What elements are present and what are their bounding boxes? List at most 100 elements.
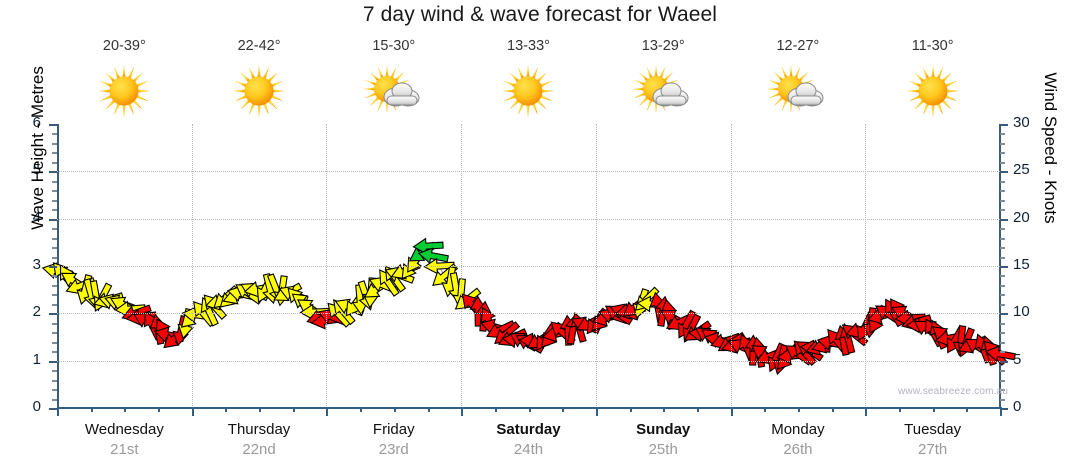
y-tick-minor-right bbox=[1000, 389, 1005, 392]
x-tick-minor bbox=[932, 407, 935, 412]
x-tick-minor bbox=[629, 407, 632, 412]
y-tick-label-right: 10 bbox=[1013, 303, 1030, 321]
y-tick-minor-left bbox=[52, 303, 57, 306]
y-tick-minor-right bbox=[1000, 332, 1005, 335]
y-tick-minor-left bbox=[52, 379, 57, 382]
sun-cloud-icon bbox=[632, 62, 694, 120]
y-tick-left bbox=[49, 266, 57, 268]
wind-arrow bbox=[417, 245, 450, 266]
x-tick-major bbox=[326, 407, 329, 416]
day-label-wednesday: Wednesday 21st bbox=[57, 420, 192, 460]
y-tick-right bbox=[1000, 124, 1008, 126]
wind-arrow bbox=[984, 343, 1016, 364]
y-tick-minor-left bbox=[52, 256, 57, 259]
day-date: 25th bbox=[648, 441, 678, 458]
y-tick-label-left: 5 bbox=[32, 161, 41, 179]
y-tick-minor-right bbox=[1000, 303, 1005, 306]
day-name: Friday bbox=[372, 421, 415, 438]
y-tick-label-right: 0 bbox=[1013, 398, 1022, 415]
day-header-thursday: 22-42° bbox=[192, 38, 327, 120]
x-tick-minor bbox=[696, 407, 699, 412]
day-header-saturday: 13-33° bbox=[461, 38, 596, 120]
y-tick-minor-right bbox=[1000, 228, 1005, 231]
x-tick-minor bbox=[124, 407, 127, 412]
y-tick-label-right: 15 bbox=[1013, 256, 1030, 273]
x-tick-major bbox=[1000, 407, 1002, 416]
day-date: 21st bbox=[110, 441, 139, 458]
x-tick-major bbox=[57, 407, 59, 416]
sun-icon bbox=[497, 62, 559, 120]
x-tick-minor bbox=[797, 407, 800, 412]
x-tick-minor bbox=[225, 407, 228, 412]
x-tick-minor bbox=[966, 407, 969, 412]
temperature-range: 22-42° bbox=[237, 38, 281, 54]
x-tick-minor bbox=[259, 407, 262, 412]
y-tick-left bbox=[49, 408, 57, 410]
temperature-range: 20-39° bbox=[102, 38, 146, 54]
day-label-tuesday: Tuesday 27th bbox=[865, 420, 1000, 460]
day-label-saturday: Saturday 24th bbox=[461, 420, 596, 460]
y-tick-minor-left bbox=[52, 190, 57, 193]
y-tick-label-left: 4 bbox=[32, 208, 41, 226]
y-tick-minor-right bbox=[1000, 152, 1005, 155]
y-tick-minor-left bbox=[52, 275, 57, 278]
y-tick-label-left: 2 bbox=[32, 303, 41, 321]
y-tick-minor-right bbox=[1000, 275, 1005, 278]
y-tick-right bbox=[1000, 266, 1008, 268]
y-tick-minor-left bbox=[52, 322, 57, 325]
y-tick-label-left: 6 bbox=[32, 114, 41, 131]
x-tick-minor bbox=[393, 407, 396, 412]
y-axis-right-title: Wind Speed - Knots bbox=[1041, 72, 1060, 224]
day-date: 24th bbox=[513, 441, 544, 458]
day-label-sunday: Sunday 25th bbox=[596, 420, 731, 460]
temperature-range: 13-29° bbox=[641, 38, 685, 54]
y-tick-minor-right bbox=[1000, 209, 1005, 212]
y-tick-minor-left bbox=[52, 398, 57, 401]
y-tick-right bbox=[1000, 408, 1008, 410]
day-name: Monday bbox=[771, 421, 825, 438]
x-tick-major bbox=[730, 407, 733, 416]
x-tick-minor bbox=[764, 407, 767, 412]
y-tick-minor-right bbox=[1000, 247, 1005, 250]
x-tick-minor bbox=[663, 407, 666, 412]
y-tick-right bbox=[1000, 171, 1008, 174]
y-tick-left bbox=[49, 124, 57, 126]
y-tick-minor-left bbox=[52, 341, 57, 344]
gridline-day-separator bbox=[191, 124, 193, 408]
y-tick-minor-right bbox=[1000, 190, 1005, 193]
y-tick-minor-right bbox=[1000, 351, 1005, 354]
temperature-range: 12-27° bbox=[776, 38, 820, 54]
gridline-horizontal bbox=[57, 171, 1000, 173]
watermark: www.seabreeze.com.au bbox=[898, 386, 1009, 397]
temperature-range: 11-30° bbox=[911, 38, 954, 54]
y-tick-minor-left bbox=[52, 389, 57, 392]
y-tick-minor-right bbox=[1000, 199, 1005, 202]
y-tick-minor-right bbox=[1000, 341, 1005, 344]
y-tick-minor-left bbox=[52, 161, 57, 164]
y-tick-label-left: 1 bbox=[32, 350, 41, 368]
x-tick-minor bbox=[562, 407, 565, 412]
day-date: 23rd bbox=[378, 441, 409, 458]
x-tick-minor bbox=[831, 407, 834, 412]
y-tick-minor-right bbox=[1000, 133, 1005, 136]
gridline-day-separator bbox=[865, 124, 867, 408]
y-tick-minor-right bbox=[1000, 370, 1005, 373]
y-tick-minor-left bbox=[52, 152, 57, 155]
gridline-horizontal bbox=[57, 266, 1000, 267]
day-date: 22nd bbox=[242, 441, 276, 458]
day-date: 27th bbox=[918, 441, 948, 458]
sun-cloud-icon bbox=[766, 62, 829, 120]
y-tick-minor-left bbox=[52, 199, 57, 202]
y-tick-label-right: 25 bbox=[1013, 161, 1030, 179]
day-name: Tuesday bbox=[904, 421, 962, 438]
x-tick-minor bbox=[158, 407, 160, 412]
y-tick-left bbox=[49, 313, 57, 316]
y-tick-right bbox=[1000, 360, 1008, 363]
y-tick-minor-right bbox=[1000, 294, 1005, 297]
day-label-thursday: Thursday 22nd bbox=[192, 420, 327, 460]
day-label-friday: Friday 23rd bbox=[326, 420, 461, 460]
gridline-day-separator bbox=[461, 124, 463, 408]
y-tick-minor-left bbox=[52, 351, 57, 354]
sun-icon bbox=[228, 62, 290, 120]
